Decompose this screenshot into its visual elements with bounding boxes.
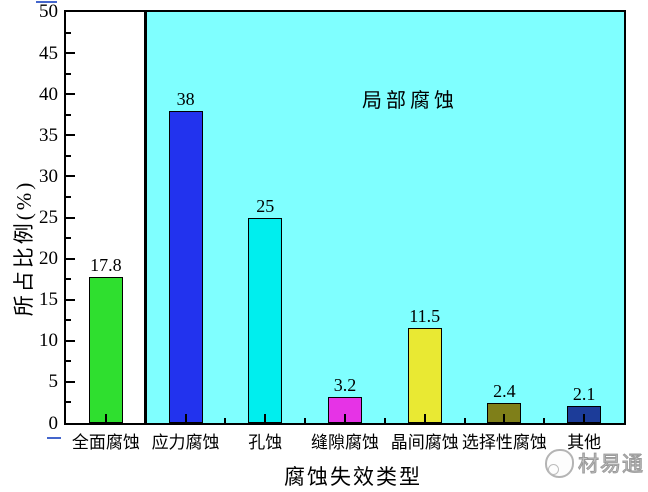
y-tick-label: 0: [48, 412, 59, 434]
y-major-tick: [66, 175, 75, 178]
watermark: 材易通: [545, 448, 644, 478]
local-corrosion-region: [145, 12, 624, 423]
link-underline-top: [36, 1, 57, 3]
y-minor-tick: [66, 278, 71, 281]
bar-晶间腐蚀: [407, 328, 442, 423]
y-minor-tick: [66, 401, 71, 404]
bar-全面腐蚀: [88, 276, 123, 423]
region-divider-line: [144, 12, 148, 423]
bar-value-label: 2.4: [493, 381, 516, 402]
x-axis-title: 腐蚀失效类型: [284, 465, 422, 489]
y-major-tick: [66, 216, 75, 219]
y-minor-tick: [66, 72, 71, 75]
y-tick-label: 15: [39, 289, 58, 311]
plot-area: 局部腐蚀 17.8 38 25 3.2 11.5 2.4 2.1: [64, 10, 626, 425]
bar-value-label: 17.8: [90, 254, 122, 275]
x-minor-tick: [304, 418, 307, 423]
watermark-logo-icon: [545, 448, 574, 478]
y-tick-label: 10: [39, 330, 58, 352]
y-minor-tick: [66, 195, 71, 198]
y-tick-label: 20: [39, 248, 58, 270]
bar-value-label: 2.1: [572, 383, 596, 404]
x-category-label: 应力腐蚀: [151, 433, 220, 452]
x-category-label: 选择性腐蚀: [461, 433, 547, 452]
y-major-tick: [66, 380, 75, 383]
x-major-tick: [583, 414, 586, 423]
y-major-tick: [66, 52, 75, 55]
y-tick-label: 30: [39, 165, 58, 187]
x-category-label: 晶间腐蚀: [390, 433, 459, 452]
y-tick-label: 50: [39, 1, 58, 23]
local-corrosion-annotation: 局部腐蚀: [362, 90, 458, 112]
y-tick-label: 45: [39, 42, 58, 64]
y-major-tick: [66, 93, 75, 96]
y-major-tick: [66, 339, 75, 342]
y-tick-label: 5: [48, 371, 59, 393]
y-tick-label: 25: [39, 207, 58, 228]
bar-孔蚀: [248, 217, 283, 423]
x-major-tick: [423, 414, 426, 423]
bar-value-label: 11.5: [409, 306, 441, 327]
y-minor-tick: [66, 360, 71, 363]
x-category-label: 其他: [567, 433, 602, 452]
y-minor-tick: [66, 319, 71, 322]
bar-value-label: 38: [176, 88, 195, 109]
y-minor-tick: [66, 237, 71, 240]
y-minor-tick: [66, 154, 71, 157]
x-minor-tick: [463, 418, 466, 423]
x-minor-tick: [383, 418, 386, 423]
y-minor-tick: [66, 113, 71, 116]
link-underline-bottom: [47, 437, 61, 439]
y-major-tick: [66, 257, 75, 260]
bar-value-label: 25: [256, 195, 275, 216]
bar-value-label: 3.2: [333, 374, 357, 395]
watermark-text: 材易通: [578, 452, 644, 477]
x-major-tick: [344, 414, 346, 423]
x-category-label: 全面腐蚀: [71, 433, 140, 452]
x-major-tick: [184, 414, 187, 423]
x-minor-tick: [224, 418, 227, 423]
x-major-tick: [264, 414, 267, 423]
y-tick-label: 40: [39, 83, 58, 105]
x-category-label: 缝隙腐蚀: [311, 433, 379, 452]
x-minor-tick: [543, 418, 546, 423]
x-major-tick: [104, 414, 107, 423]
y-major-tick: [66, 134, 75, 137]
bar-应力腐蚀: [168, 110, 203, 423]
x-minor-tick: [144, 418, 147, 423]
x-category-label: 孔蚀: [248, 433, 283, 452]
y-major-tick: [66, 298, 75, 301]
y-minor-tick: [66, 31, 71, 34]
x-major-tick: [503, 414, 506, 423]
y-tick-label: 35: [39, 124, 58, 146]
